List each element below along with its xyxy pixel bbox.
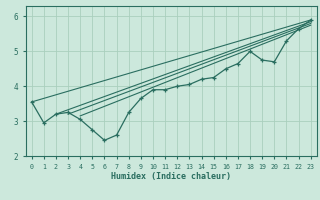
X-axis label: Humidex (Indice chaleur): Humidex (Indice chaleur) — [111, 172, 231, 181]
